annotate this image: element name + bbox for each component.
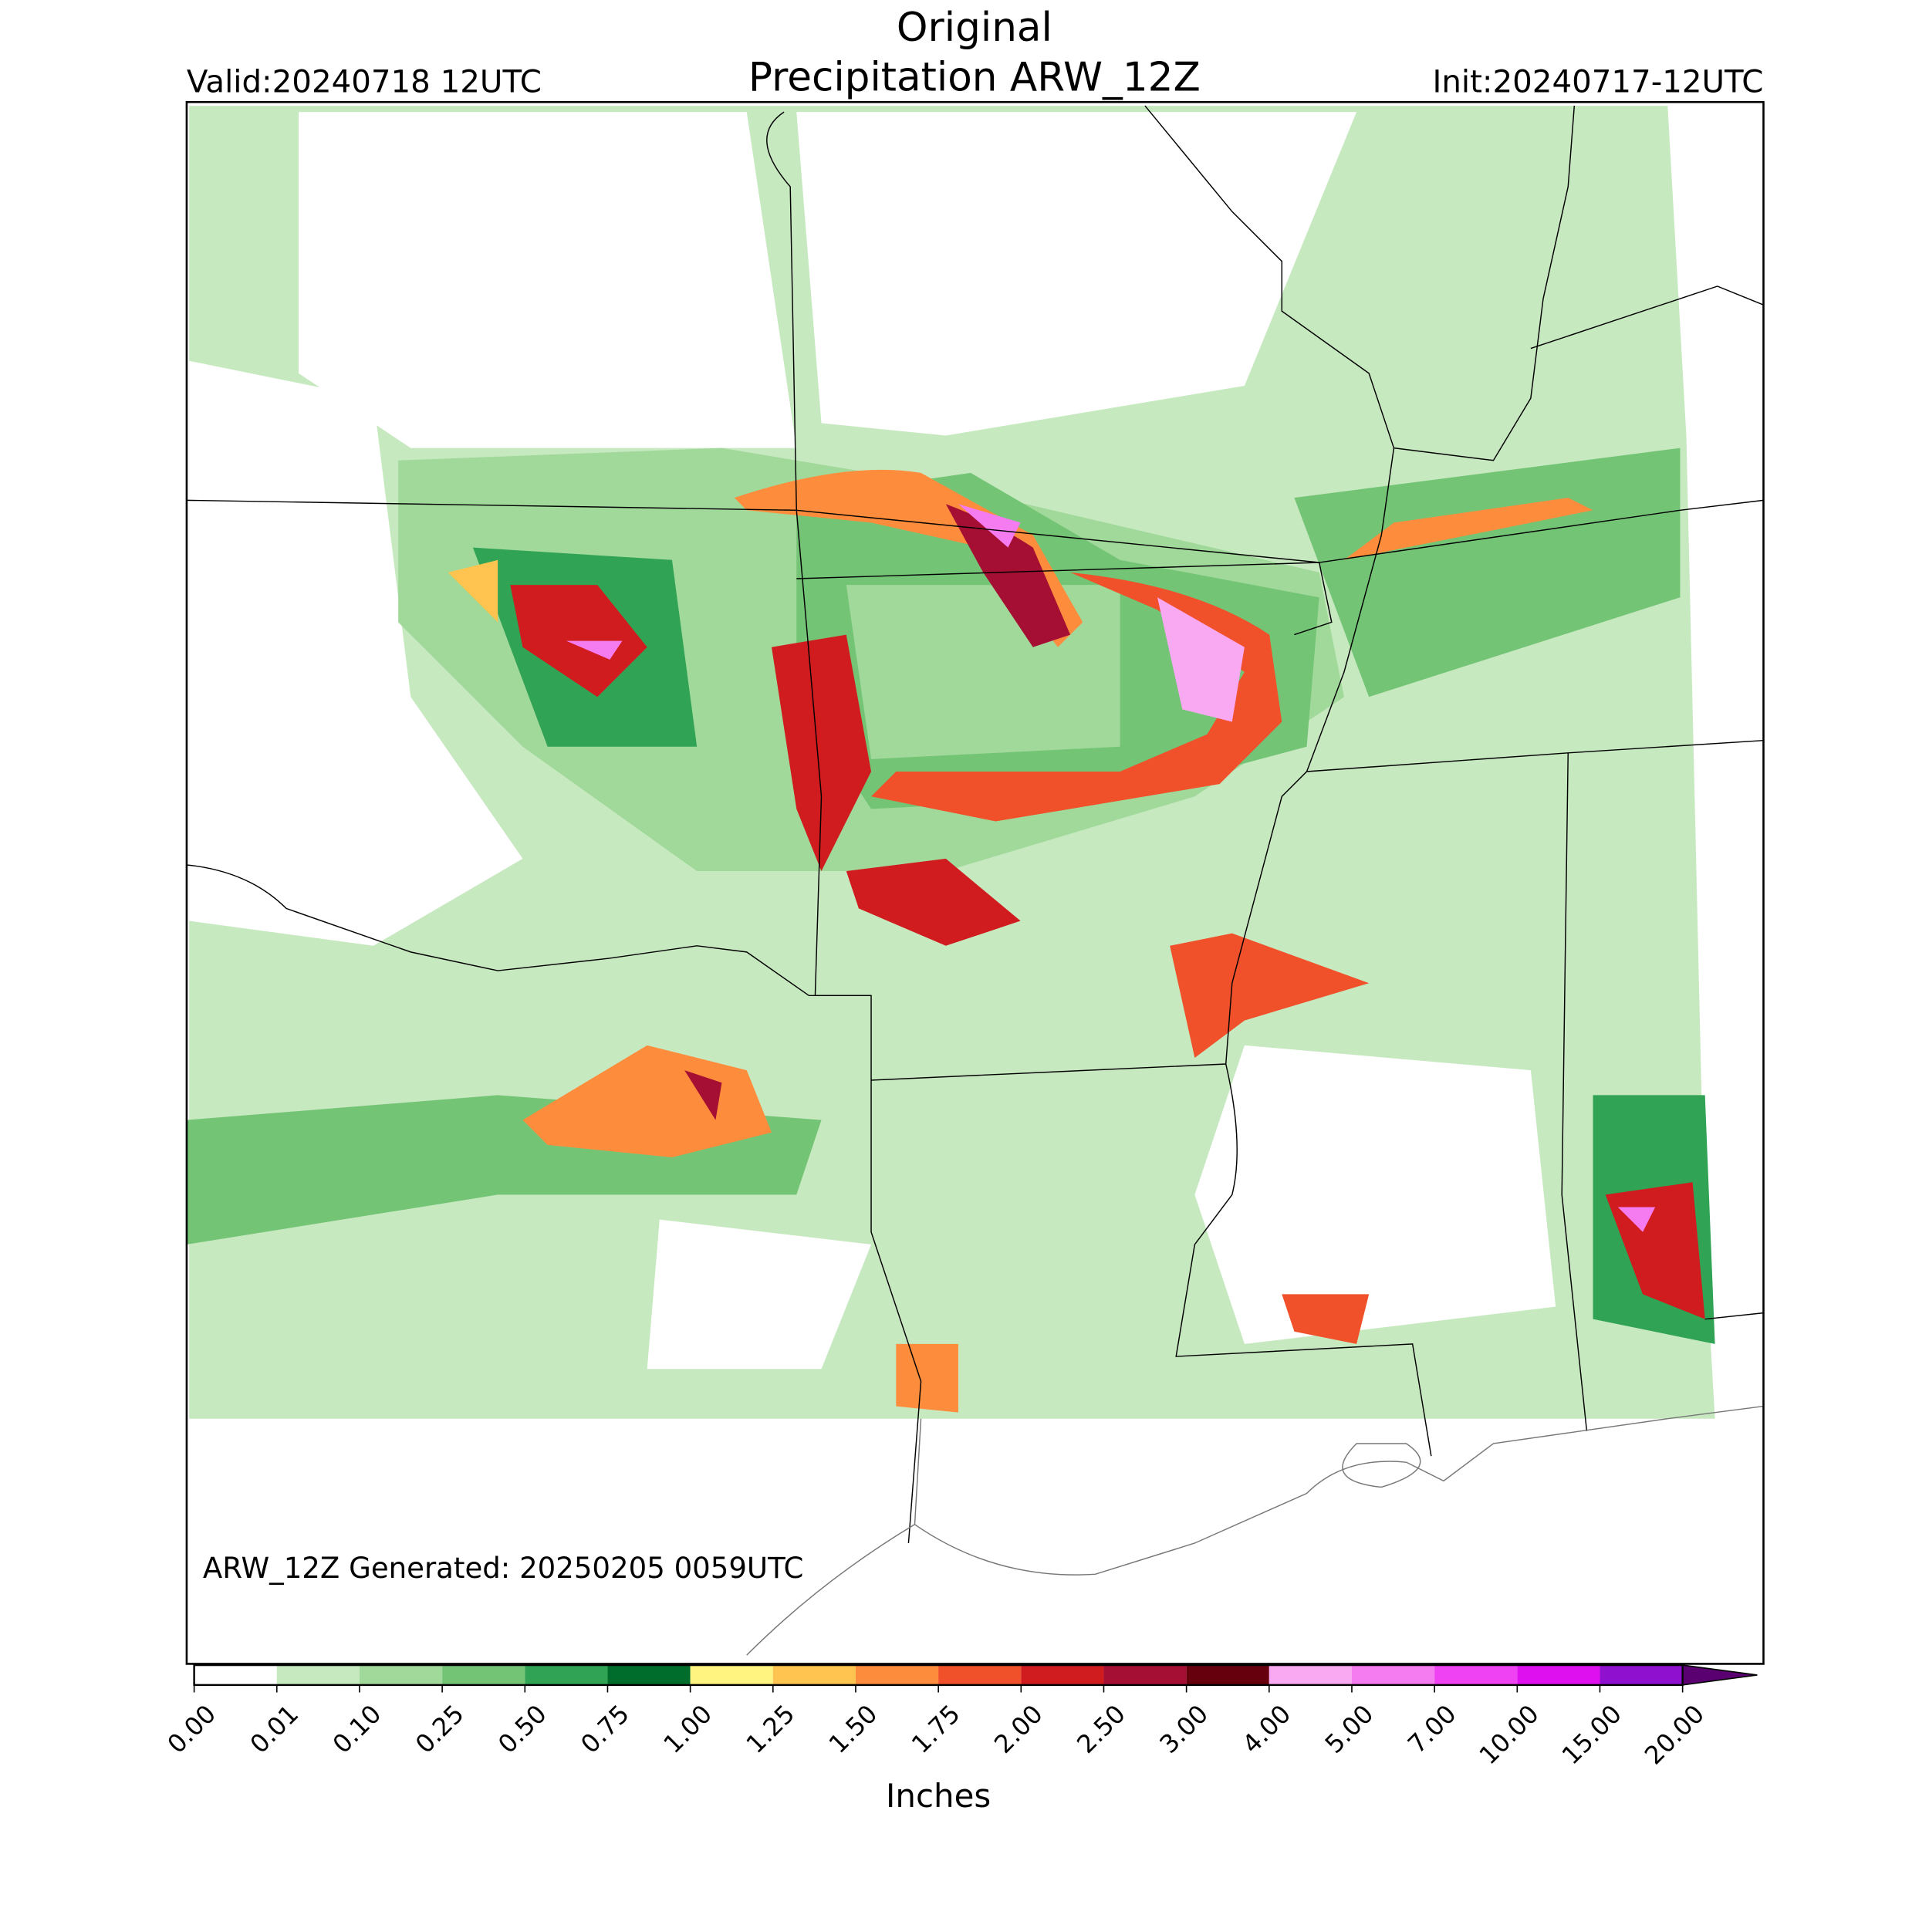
colorbar-tick-label: 0.10 [327, 1699, 387, 1759]
valid-time: Valid:20240718 12UTC [187, 63, 542, 100]
colorbar-segment [442, 1665, 525, 1685]
colorbar-tick-label: 1.00 [658, 1699, 718, 1759]
colorbar-segment [525, 1665, 608, 1685]
colorbar-tick-label: 15.00 [1556, 1699, 1627, 1770]
colorbar-segment [1021, 1665, 1104, 1685]
colorbar-segment [1103, 1665, 1187, 1685]
colorbar-tick-label: 0.25 [410, 1699, 470, 1759]
colorbar-tick-label: 0.75 [575, 1699, 635, 1759]
colorbar: 0.00 0.01 0.10 0.25 0.50 0.75 1.00 1.25 1.50 1.75… [161, 1663, 1758, 1770]
colorbar-tick-label: 2.50 [1071, 1699, 1131, 1759]
colorbar-segment [1186, 1665, 1269, 1685]
colorbar-tick-label: 5.00 [1319, 1699, 1380, 1759]
colorbar-tick-label: 1.50 [823, 1699, 883, 1759]
title: Original [897, 5, 1052, 51]
colorbar-tick-label: 0.01 [245, 1699, 305, 1759]
boundaries [186, 105, 1764, 1656]
colorbar-tick-label: 20.00 [1639, 1699, 1710, 1770]
subtitle: Precipitation ARW_12Z [748, 55, 1201, 101]
colorbar-segment [1434, 1665, 1518, 1685]
init-time: Init:20240717-12UTC [1432, 63, 1763, 100]
colorbar-segment [690, 1665, 773, 1685]
colorbar-tick-label: 4.00 [1237, 1699, 1297, 1759]
colorbar-extend [1681, 1664, 1758, 1686]
colorbar-segment [772, 1665, 856, 1685]
colorbar-tick-label: 1.75 [906, 1699, 966, 1759]
map-frame [185, 100, 1765, 1665]
colorbar-segment [1269, 1665, 1352, 1685]
colorbar-tick-label: 1.25 [741, 1699, 801, 1759]
generated-note: ARW_12Z Generated: 20250205 0059UTC [203, 1552, 804, 1585]
colorbar-tick-label: 2.00 [988, 1699, 1049, 1759]
colorbar-tick-label: 10.00 [1474, 1699, 1545, 1770]
colorbar-segment [855, 1665, 939, 1685]
colorbar-tick-label: 3.00 [1154, 1699, 1214, 1759]
precip-field [186, 106, 1715, 1419]
colorbar-label: Inches [886, 1777, 991, 1815]
colorbar-segment [1600, 1665, 1683, 1685]
colorbar-segment [1517, 1665, 1600, 1685]
colorbar-segment [194, 1665, 277, 1685]
colorbar-segment [1351, 1665, 1435, 1685]
colorbar-segment [276, 1665, 360, 1685]
colorbar-tick-label: 7.00 [1402, 1699, 1462, 1759]
colorbar-tick-label: 0.00 [161, 1699, 221, 1759]
colorbar-tick-label: 0.50 [492, 1699, 552, 1759]
colorbar-segment [938, 1665, 1022, 1685]
colorbar-segment [359, 1665, 443, 1685]
colorbar-outline [193, 1663, 1684, 1687]
colorbar-segment [607, 1665, 691, 1685]
